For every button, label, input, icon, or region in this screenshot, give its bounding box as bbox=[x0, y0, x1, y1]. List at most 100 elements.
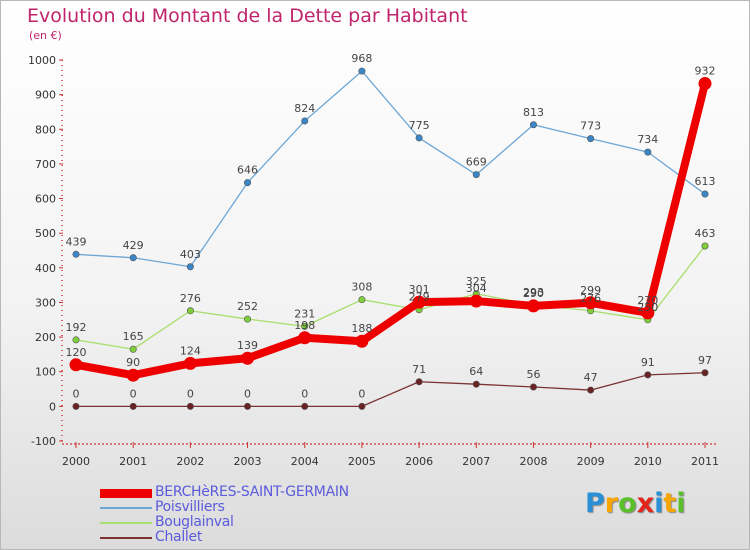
y-tick-label: 200 bbox=[35, 331, 56, 344]
data-point bbox=[298, 331, 312, 345]
y-tick-label: 100 bbox=[35, 366, 56, 379]
logo-letter: o bbox=[618, 488, 637, 519]
data-label: 276 bbox=[180, 292, 201, 305]
proxiti-logo: Proxiti bbox=[585, 488, 686, 519]
x-tick-label: 2002 bbox=[176, 455, 204, 468]
data-label: 734 bbox=[637, 133, 658, 146]
x-tick-label: 2008 bbox=[519, 455, 547, 468]
data-label: 165 bbox=[123, 330, 144, 343]
logo-letter: P bbox=[585, 488, 605, 519]
data-point bbox=[584, 296, 598, 310]
data-point bbox=[301, 322, 309, 330]
data-point bbox=[186, 307, 194, 315]
y-tick-label: 1000 bbox=[28, 54, 56, 67]
data-point bbox=[244, 315, 252, 323]
data-label: 403 bbox=[180, 248, 201, 261]
data-point bbox=[644, 148, 652, 156]
data-label: 188 bbox=[351, 322, 372, 335]
data-point bbox=[358, 67, 366, 75]
data-point bbox=[72, 402, 80, 410]
data-label: 293 bbox=[523, 286, 544, 299]
data-point bbox=[69, 358, 83, 372]
x-tick-label: 2004 bbox=[291, 455, 319, 468]
data-point bbox=[301, 117, 309, 125]
x-tick-label: 2007 bbox=[462, 455, 490, 468]
data-label: 56 bbox=[526, 368, 540, 381]
y-tick-label: 700 bbox=[35, 158, 56, 171]
data-label: 429 bbox=[123, 239, 144, 252]
data-point bbox=[129, 345, 137, 353]
logo-letter: i bbox=[676, 488, 686, 519]
data-point bbox=[415, 378, 423, 386]
chart-subtitle: (en €) bbox=[29, 29, 62, 42]
data-point bbox=[186, 402, 194, 410]
legend-item: Bouglainval bbox=[100, 514, 420, 531]
legend-label: BERCHèRES-SAINT-GERMAIN bbox=[155, 484, 349, 500]
data-label: 824 bbox=[294, 102, 315, 115]
y-tick-label: 600 bbox=[35, 193, 56, 206]
legend: BERCHèRES-SAINT-GERMAIN Poisvilliers Bougl… bbox=[100, 484, 420, 546]
data-point bbox=[358, 402, 366, 410]
legend-label: Challet bbox=[155, 529, 203, 545]
data-label: 0 bbox=[130, 387, 137, 400]
data-label: 0 bbox=[73, 387, 80, 400]
data-label: 198 bbox=[294, 319, 315, 332]
x-tick-label: 2011 bbox=[691, 455, 719, 468]
y-tick-label: 300 bbox=[35, 296, 56, 309]
data-point bbox=[529, 383, 537, 391]
data-label: 613 bbox=[695, 175, 716, 188]
y-tick-label: 400 bbox=[35, 262, 56, 275]
data-label: 91 bbox=[641, 356, 655, 369]
data-label: 47 bbox=[584, 371, 598, 384]
data-point bbox=[698, 77, 712, 91]
legend-item: Challet bbox=[100, 529, 420, 546]
data-label: 270 bbox=[637, 294, 658, 307]
data-label: 0 bbox=[244, 387, 251, 400]
data-label: 325 bbox=[466, 275, 487, 288]
data-point bbox=[644, 371, 652, 379]
data-point bbox=[129, 254, 137, 262]
series-line bbox=[75, 245, 706, 350]
y-tick-label: 500 bbox=[35, 227, 56, 240]
data-label: 120 bbox=[66, 346, 87, 359]
data-point bbox=[701, 242, 709, 250]
data-point bbox=[526, 299, 540, 313]
data-point bbox=[244, 179, 252, 187]
legend-label: Poisvilliers bbox=[155, 499, 225, 515]
logo-letter: r bbox=[604, 488, 619, 519]
data-label: 308 bbox=[351, 281, 372, 294]
y-tick-label: 0 bbox=[49, 400, 56, 413]
y-tick-label: 900 bbox=[35, 89, 56, 102]
data-point bbox=[241, 351, 255, 365]
x-tick-label: 2003 bbox=[234, 455, 262, 468]
data-label: 276 bbox=[580, 292, 601, 305]
data-point bbox=[469, 294, 483, 308]
data-point bbox=[472, 380, 480, 388]
x-tick-label: 2005 bbox=[348, 455, 376, 468]
data-label: 279 bbox=[409, 291, 430, 304]
logo-letter: t bbox=[663, 488, 677, 519]
data-label: 252 bbox=[237, 300, 258, 313]
data-label: 773 bbox=[580, 120, 601, 133]
data-label: 775 bbox=[409, 119, 430, 132]
data-point bbox=[358, 296, 366, 304]
data-point bbox=[355, 334, 369, 348]
data-label: 97 bbox=[698, 354, 712, 367]
data-label: 439 bbox=[66, 235, 87, 248]
data-label: 90 bbox=[126, 356, 140, 369]
data-label: 250 bbox=[637, 301, 658, 314]
series-line bbox=[75, 372, 706, 408]
legend-item: BERCHèRES-SAINT-GERMAIN bbox=[100, 484, 420, 501]
x-tick-label: 2001 bbox=[119, 455, 147, 468]
data-point bbox=[412, 295, 426, 309]
data-label: 64 bbox=[469, 365, 483, 378]
data-label: 0 bbox=[358, 387, 365, 400]
data-label: 71 bbox=[412, 363, 426, 376]
data-point bbox=[72, 250, 80, 258]
y-tick-label: -100 bbox=[31, 435, 56, 448]
x-tick-label: 2006 bbox=[405, 455, 433, 468]
data-point bbox=[244, 402, 252, 410]
data-label: 124 bbox=[180, 344, 201, 357]
